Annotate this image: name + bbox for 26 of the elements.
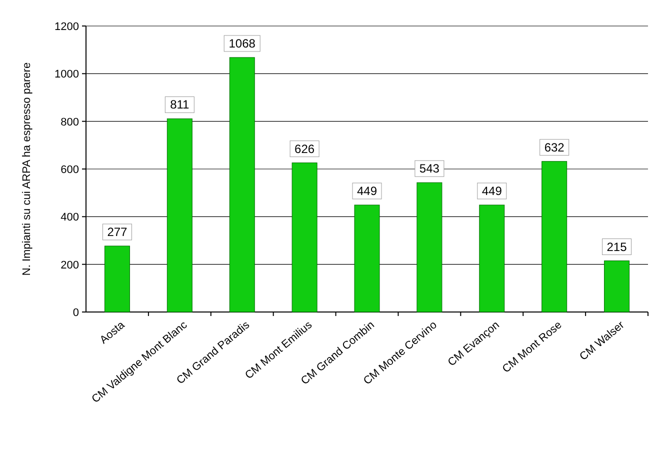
- bar: [104, 246, 130, 312]
- data-label: 626: [294, 142, 315, 156]
- y-tick-label: 1200: [54, 21, 79, 33]
- data-label: 632: [544, 140, 565, 154]
- bar: [354, 204, 380, 312]
- data-label: 277: [107, 224, 128, 239]
- bar: [292, 162, 318, 312]
- y-tick-label: 800: [60, 116, 79, 128]
- y-tick-label: 400: [60, 212, 79, 224]
- bar: [166, 118, 192, 312]
- data-label: 1068: [228, 36, 256, 50]
- y-tick-label: 200: [60, 259, 79, 272]
- data-label: 215: [606, 240, 628, 254]
- bar: [479, 204, 505, 312]
- data-label: 449: [482, 184, 502, 198]
- data-label: 543: [419, 162, 440, 176]
- y-tick-label: 0: [72, 307, 79, 319]
- y-tick-label: 600: [60, 164, 79, 176]
- data-label: 449: [356, 184, 378, 198]
- y-tick-label: 1000: [54, 68, 79, 81]
- y-axis-title: N. Impianti su cui ARPA ha espresso parere: [21, 62, 33, 276]
- bar: [229, 57, 255, 312]
- data-label: 811: [170, 98, 190, 112]
- bar: [604, 260, 630, 312]
- bar: [542, 161, 568, 312]
- bar: [416, 182, 442, 312]
